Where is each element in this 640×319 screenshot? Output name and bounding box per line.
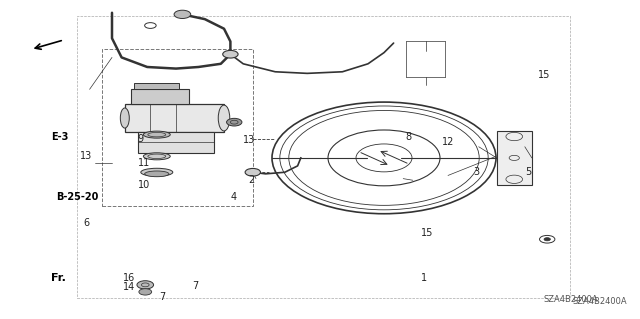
Text: 11: 11 [138, 158, 150, 168]
Text: SZA4B2400A: SZA4B2400A [573, 297, 627, 306]
Text: SZA4B2400A: SZA4B2400A [544, 295, 598, 304]
Ellipse shape [120, 108, 129, 128]
Text: 2: 2 [248, 175, 255, 185]
Bar [134, 83, 179, 89]
Ellipse shape [145, 171, 169, 177]
Text: 7: 7 [159, 292, 165, 302]
Text: 7: 7 [192, 280, 198, 291]
Circle shape [174, 10, 191, 19]
Text: 9: 9 [138, 134, 144, 144]
Bar [77, 16, 570, 298]
Text: 15: 15 [421, 228, 433, 238]
Bar [102, 49, 253, 206]
Circle shape [223, 50, 238, 58]
Ellipse shape [218, 105, 230, 131]
Text: Fr.: Fr. [51, 272, 66, 283]
Text: 5: 5 [525, 167, 531, 177]
Ellipse shape [143, 131, 170, 138]
Ellipse shape [141, 168, 173, 176]
Text: 4: 4 [230, 192, 237, 202]
Bar [125, 104, 224, 132]
Text: E-3: E-3 [51, 132, 68, 142]
Text: 6: 6 [83, 218, 90, 228]
Text: 8: 8 [405, 132, 412, 142]
Text: 10: 10 [138, 180, 150, 190]
Text: B-25-20: B-25-20 [56, 192, 99, 202]
Text: 13: 13 [80, 151, 92, 161]
Ellipse shape [143, 153, 170, 160]
Bar [497, 131, 532, 185]
Text: 15: 15 [538, 70, 550, 80]
Bar [138, 132, 214, 153]
Text: 1: 1 [421, 272, 428, 283]
Circle shape [139, 289, 152, 295]
Circle shape [544, 238, 550, 241]
Bar [131, 89, 189, 104]
Circle shape [227, 118, 242, 126]
Text: 14: 14 [123, 282, 135, 292]
Text: 3: 3 [474, 167, 480, 177]
Text: 12: 12 [442, 137, 454, 147]
Text: 16: 16 [123, 272, 135, 283]
Text: 13: 13 [243, 135, 255, 145]
Circle shape [245, 168, 260, 176]
Circle shape [137, 281, 154, 289]
